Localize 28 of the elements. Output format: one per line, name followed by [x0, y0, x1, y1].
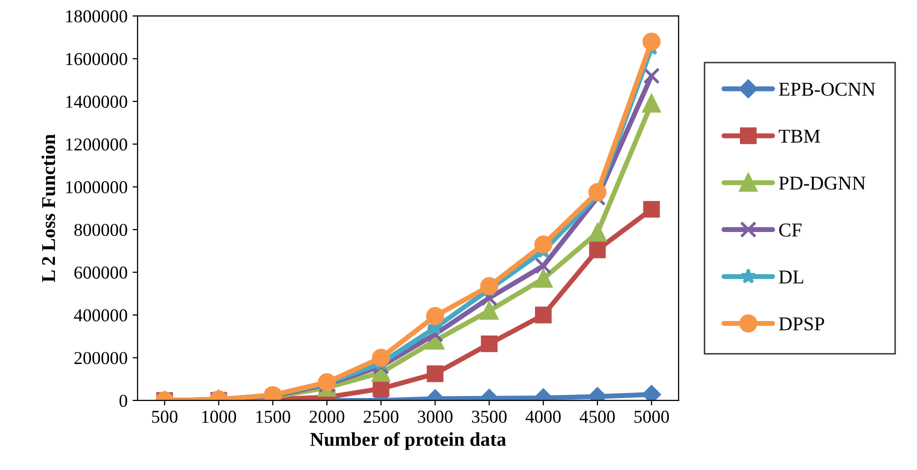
x-tick-label: 3500 — [472, 410, 507, 423]
y-tick-label: 1000000 — [66, 181, 128, 194]
y-tick-label: 200000 — [74, 352, 128, 364]
x-tick-label: 500 — [152, 410, 178, 423]
x-tick-label: 1500 — [256, 410, 290, 423]
legend-label: PD-DGNN — [778, 176, 866, 190]
x-tick-label: 1000 — [202, 410, 236, 423]
y-tick-label: 1400000 — [66, 96, 128, 108]
x-tick-label: 2000 — [310, 410, 344, 423]
legend-label: EPB-OCNN — [778, 82, 876, 96]
legend-label: DL — [778, 270, 804, 284]
x-tick-label: 3000 — [418, 410, 452, 423]
x-tick-label: 4000 — [526, 410, 561, 423]
x-tick-label: 4500 — [580, 410, 615, 423]
x-tick-label: 2500 — [364, 410, 398, 423]
y-tick-label: 400000 — [74, 309, 128, 322]
y-tick-label: 800000 — [74, 224, 128, 236]
legend-label: TBM — [778, 130, 820, 143]
legend-label: CF — [779, 224, 802, 237]
legend-label: DPSP — [778, 317, 824, 330]
y-tick-label: 0 — [119, 394, 128, 407]
x-axis-title: Number of protein data — [310, 432, 506, 450]
y-tick-label: 600000 — [74, 266, 128, 279]
x-tick-label: 5000 — [634, 410, 669, 423]
y-tick-label: 1600000 — [66, 52, 128, 66]
y-tick-label: 1800000 — [66, 10, 128, 22]
y-axis-title: L 2 Loss Function — [41, 134, 56, 282]
y-tick-label: 1200000 — [66, 138, 128, 151]
